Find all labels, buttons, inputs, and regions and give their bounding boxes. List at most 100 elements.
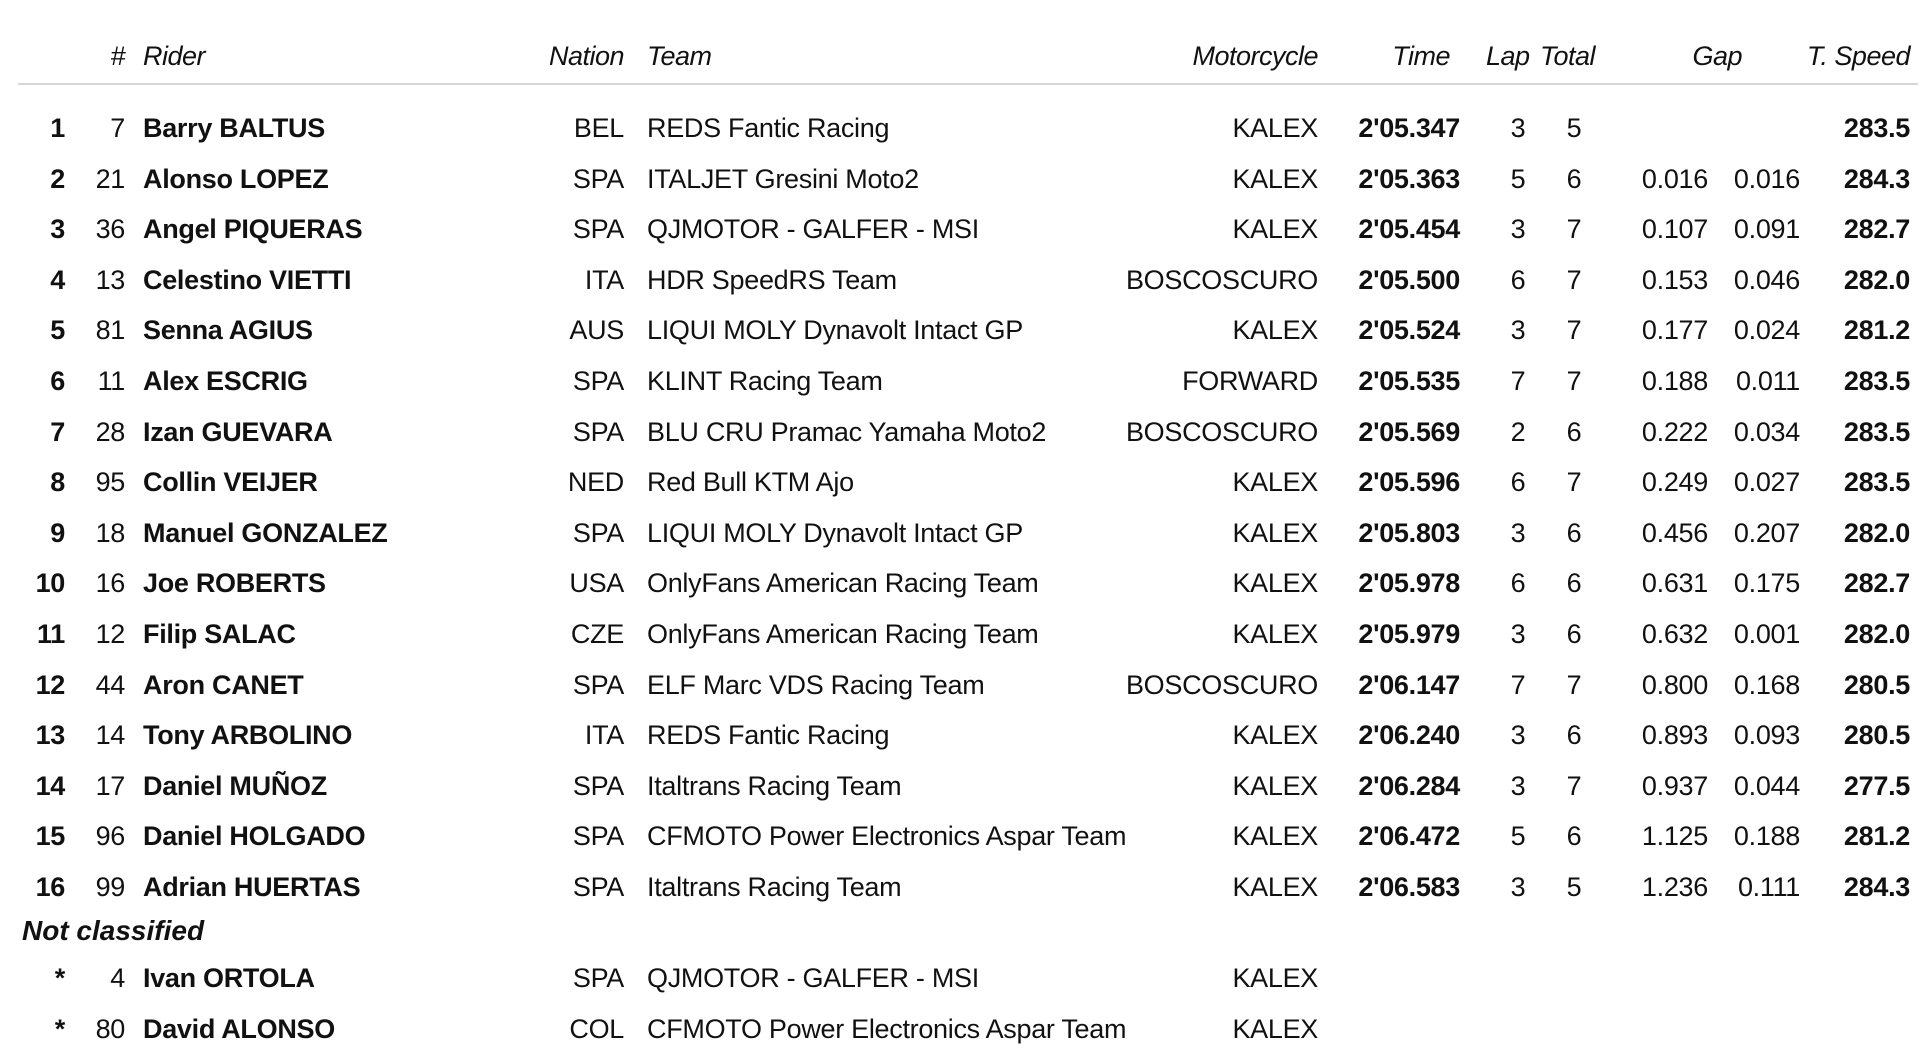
cell-pos: 16 bbox=[35, 872, 66, 902]
cell-nation: SPA bbox=[572, 163, 624, 194]
cell-nation: SPA bbox=[572, 821, 624, 852]
cell-moto: FORWARD bbox=[1182, 366, 1318, 396]
cell-team: Red Bull KTM Ajo bbox=[647, 467, 854, 498]
table-row: * 4 Ivan ORTOLA SPA QJMOTOR - GALFER - MSI KA… bbox=[0, 958, 1932, 998]
cell-total: 7 bbox=[1566, 366, 1582, 396]
header-divider bbox=[18, 83, 1918, 85]
cell-pos: 6 bbox=[50, 366, 65, 396]
cell-moto: KALEX bbox=[1232, 467, 1318, 498]
cell-total: 7 bbox=[1566, 669, 1582, 700]
cell-lap: 3 bbox=[1510, 720, 1526, 751]
cell-total: 7 bbox=[1566, 770, 1582, 801]
cell-pos: 3 bbox=[50, 214, 65, 245]
cell-gap1: 0.016 bbox=[1641, 163, 1708, 194]
cell-speed: 281.2 bbox=[1843, 821, 1910, 852]
cell-speed: 284.3 bbox=[1843, 872, 1910, 902]
cell-num: 14 bbox=[95, 720, 126, 751]
cell-nation: ITA bbox=[584, 720, 624, 751]
cell-team: Italtrans Racing Team bbox=[647, 872, 902, 902]
cell-pos: 9 bbox=[50, 517, 65, 548]
table-row: 10 16 Joe ROBERTS USA OnlyFans American Raci… bbox=[0, 563, 1932, 603]
cell-speed: 282.0 bbox=[1843, 264, 1910, 295]
cell-team: REDS Fantic Racing bbox=[647, 113, 890, 143]
cell-num: 44 bbox=[95, 669, 126, 700]
cell-gap1: 0.456 bbox=[1641, 517, 1708, 548]
cell-team: QJMOTOR - GALFER - MSI bbox=[647, 963, 979, 993]
cell-rider: Adrian HUERTAS bbox=[143, 872, 361, 902]
cell-speed: 277.5 bbox=[1843, 770, 1910, 801]
cell-lap: 5 bbox=[1510, 821, 1526, 852]
cell-lap: 3 bbox=[1510, 113, 1526, 143]
cell-total: 7 bbox=[1566, 264, 1582, 295]
cell-nation: BEL bbox=[573, 113, 624, 143]
cell-moto: KALEX bbox=[1232, 315, 1318, 346]
cell-nation: SPA bbox=[572, 963, 624, 993]
header-number: # bbox=[110, 41, 125, 71]
cell-num: 18 bbox=[95, 517, 126, 548]
cell-lap: 3 bbox=[1510, 619, 1526, 649]
cell-num: 96 bbox=[95, 821, 126, 852]
cell-nation: SPA bbox=[572, 872, 624, 902]
cell-team: QJMOTOR - GALFER - MSI bbox=[647, 214, 979, 245]
header-gap: Gap bbox=[1692, 41, 1742, 71]
cell-moto: KALEX bbox=[1232, 770, 1318, 801]
table-row: 9 18 Manuel GONZALEZ SPA LIQUI MOLY Dynavolt… bbox=[0, 513, 1932, 553]
cell-team: ITALJET Gresini Moto2 bbox=[647, 163, 919, 194]
cell-num: 81 bbox=[95, 315, 126, 346]
table-row: 8 95 Collin VEIJER NED Red Bull KTM Ajo KALEX… bbox=[0, 462, 1932, 502]
cell-speed: 283.5 bbox=[1843, 416, 1910, 447]
cell-num: 12 bbox=[95, 619, 126, 649]
cell-time: 2'05.569 bbox=[1358, 416, 1460, 447]
table-row: 3 36 Angel PIQUERAS SPA QJMOTOR - GALFER - M… bbox=[0, 209, 1932, 249]
cell-gap2: 0.207 bbox=[1733, 517, 1800, 548]
cell-moto: KALEX bbox=[1232, 720, 1318, 751]
cell-gap1: 1.236 bbox=[1641, 872, 1708, 902]
cell-pos: 13 bbox=[35, 720, 66, 751]
cell-speed: 283.5 bbox=[1843, 366, 1910, 396]
cell-time: 2'06.284 bbox=[1358, 770, 1460, 801]
cell-time: 2'05.363 bbox=[1358, 163, 1460, 194]
cell-rider: Alex ESCRIG bbox=[143, 366, 308, 396]
cell-gap1: 0.937 bbox=[1641, 770, 1708, 801]
cell-rider: Daniel MUÑOZ bbox=[143, 770, 327, 801]
header-nation: Nation bbox=[548, 41, 625, 71]
cell-rider: Alonso LOPEZ bbox=[143, 163, 329, 194]
cell-rider: Izan GUEVARA bbox=[143, 416, 333, 447]
cell-gap2: 0.091 bbox=[1733, 214, 1800, 245]
cell-gap1: 1.125 bbox=[1641, 821, 1708, 852]
cell-lap: 6 bbox=[1510, 264, 1526, 295]
cell-team: OnlyFans American Racing Team bbox=[647, 619, 1039, 649]
cell-pos: 10 bbox=[35, 568, 66, 599]
cell-lap: 3 bbox=[1510, 770, 1526, 801]
cell-rider: Celestino VIETTI bbox=[143, 264, 352, 295]
cell-moto: KALEX bbox=[1232, 1014, 1318, 1044]
cell-total: 7 bbox=[1566, 315, 1582, 346]
cell-lap: 6 bbox=[1510, 467, 1526, 498]
header-speed: T. Speed bbox=[1806, 41, 1911, 71]
cell-nation: AUS bbox=[569, 315, 624, 346]
cell-total: 7 bbox=[1566, 467, 1582, 498]
cell-num: 95 bbox=[95, 467, 126, 498]
cell-team: BLU CRU Pramac Yamaha Moto2 bbox=[647, 416, 1047, 447]
cell-rider: Daniel HOLGADO bbox=[143, 821, 366, 852]
cell-moto: KALEX bbox=[1232, 214, 1318, 245]
cell-time: 2'05.347 bbox=[1358, 113, 1460, 143]
table-row: 12 44 Aron CANET SPA ELF Marc VDS Racing Tea… bbox=[0, 665, 1932, 705]
cell-moto: KALEX bbox=[1232, 163, 1318, 194]
cell-rider: Manuel GONZALEZ bbox=[143, 517, 388, 548]
cell-team: ELF Marc VDS Racing Team bbox=[647, 669, 985, 700]
cell-num: 99 bbox=[95, 872, 126, 902]
table-row: 16 99 Adrian HUERTAS SPA Italtrans Racing Te… bbox=[0, 867, 1932, 907]
cell-num: 16 bbox=[95, 568, 126, 599]
header-team: Team bbox=[647, 41, 712, 71]
cell-gap2: 0.027 bbox=[1733, 467, 1800, 498]
cell-speed: 282.7 bbox=[1843, 568, 1910, 599]
cell-time: 2'05.454 bbox=[1358, 214, 1460, 245]
cell-rider: Joe ROBERTS bbox=[143, 568, 326, 599]
cell-num: 28 bbox=[95, 416, 126, 447]
cell-speed: 283.5 bbox=[1843, 113, 1910, 143]
cell-total: 5 bbox=[1566, 872, 1582, 902]
table-row: 13 14 Tony ARBOLINO ITA REDS Fantic Racing KA… bbox=[0, 715, 1932, 755]
table-row: 15 96 Daniel HOLGADO SPA CFMOTO Power Electr… bbox=[0, 816, 1932, 856]
cell-total: 7 bbox=[1566, 214, 1582, 245]
